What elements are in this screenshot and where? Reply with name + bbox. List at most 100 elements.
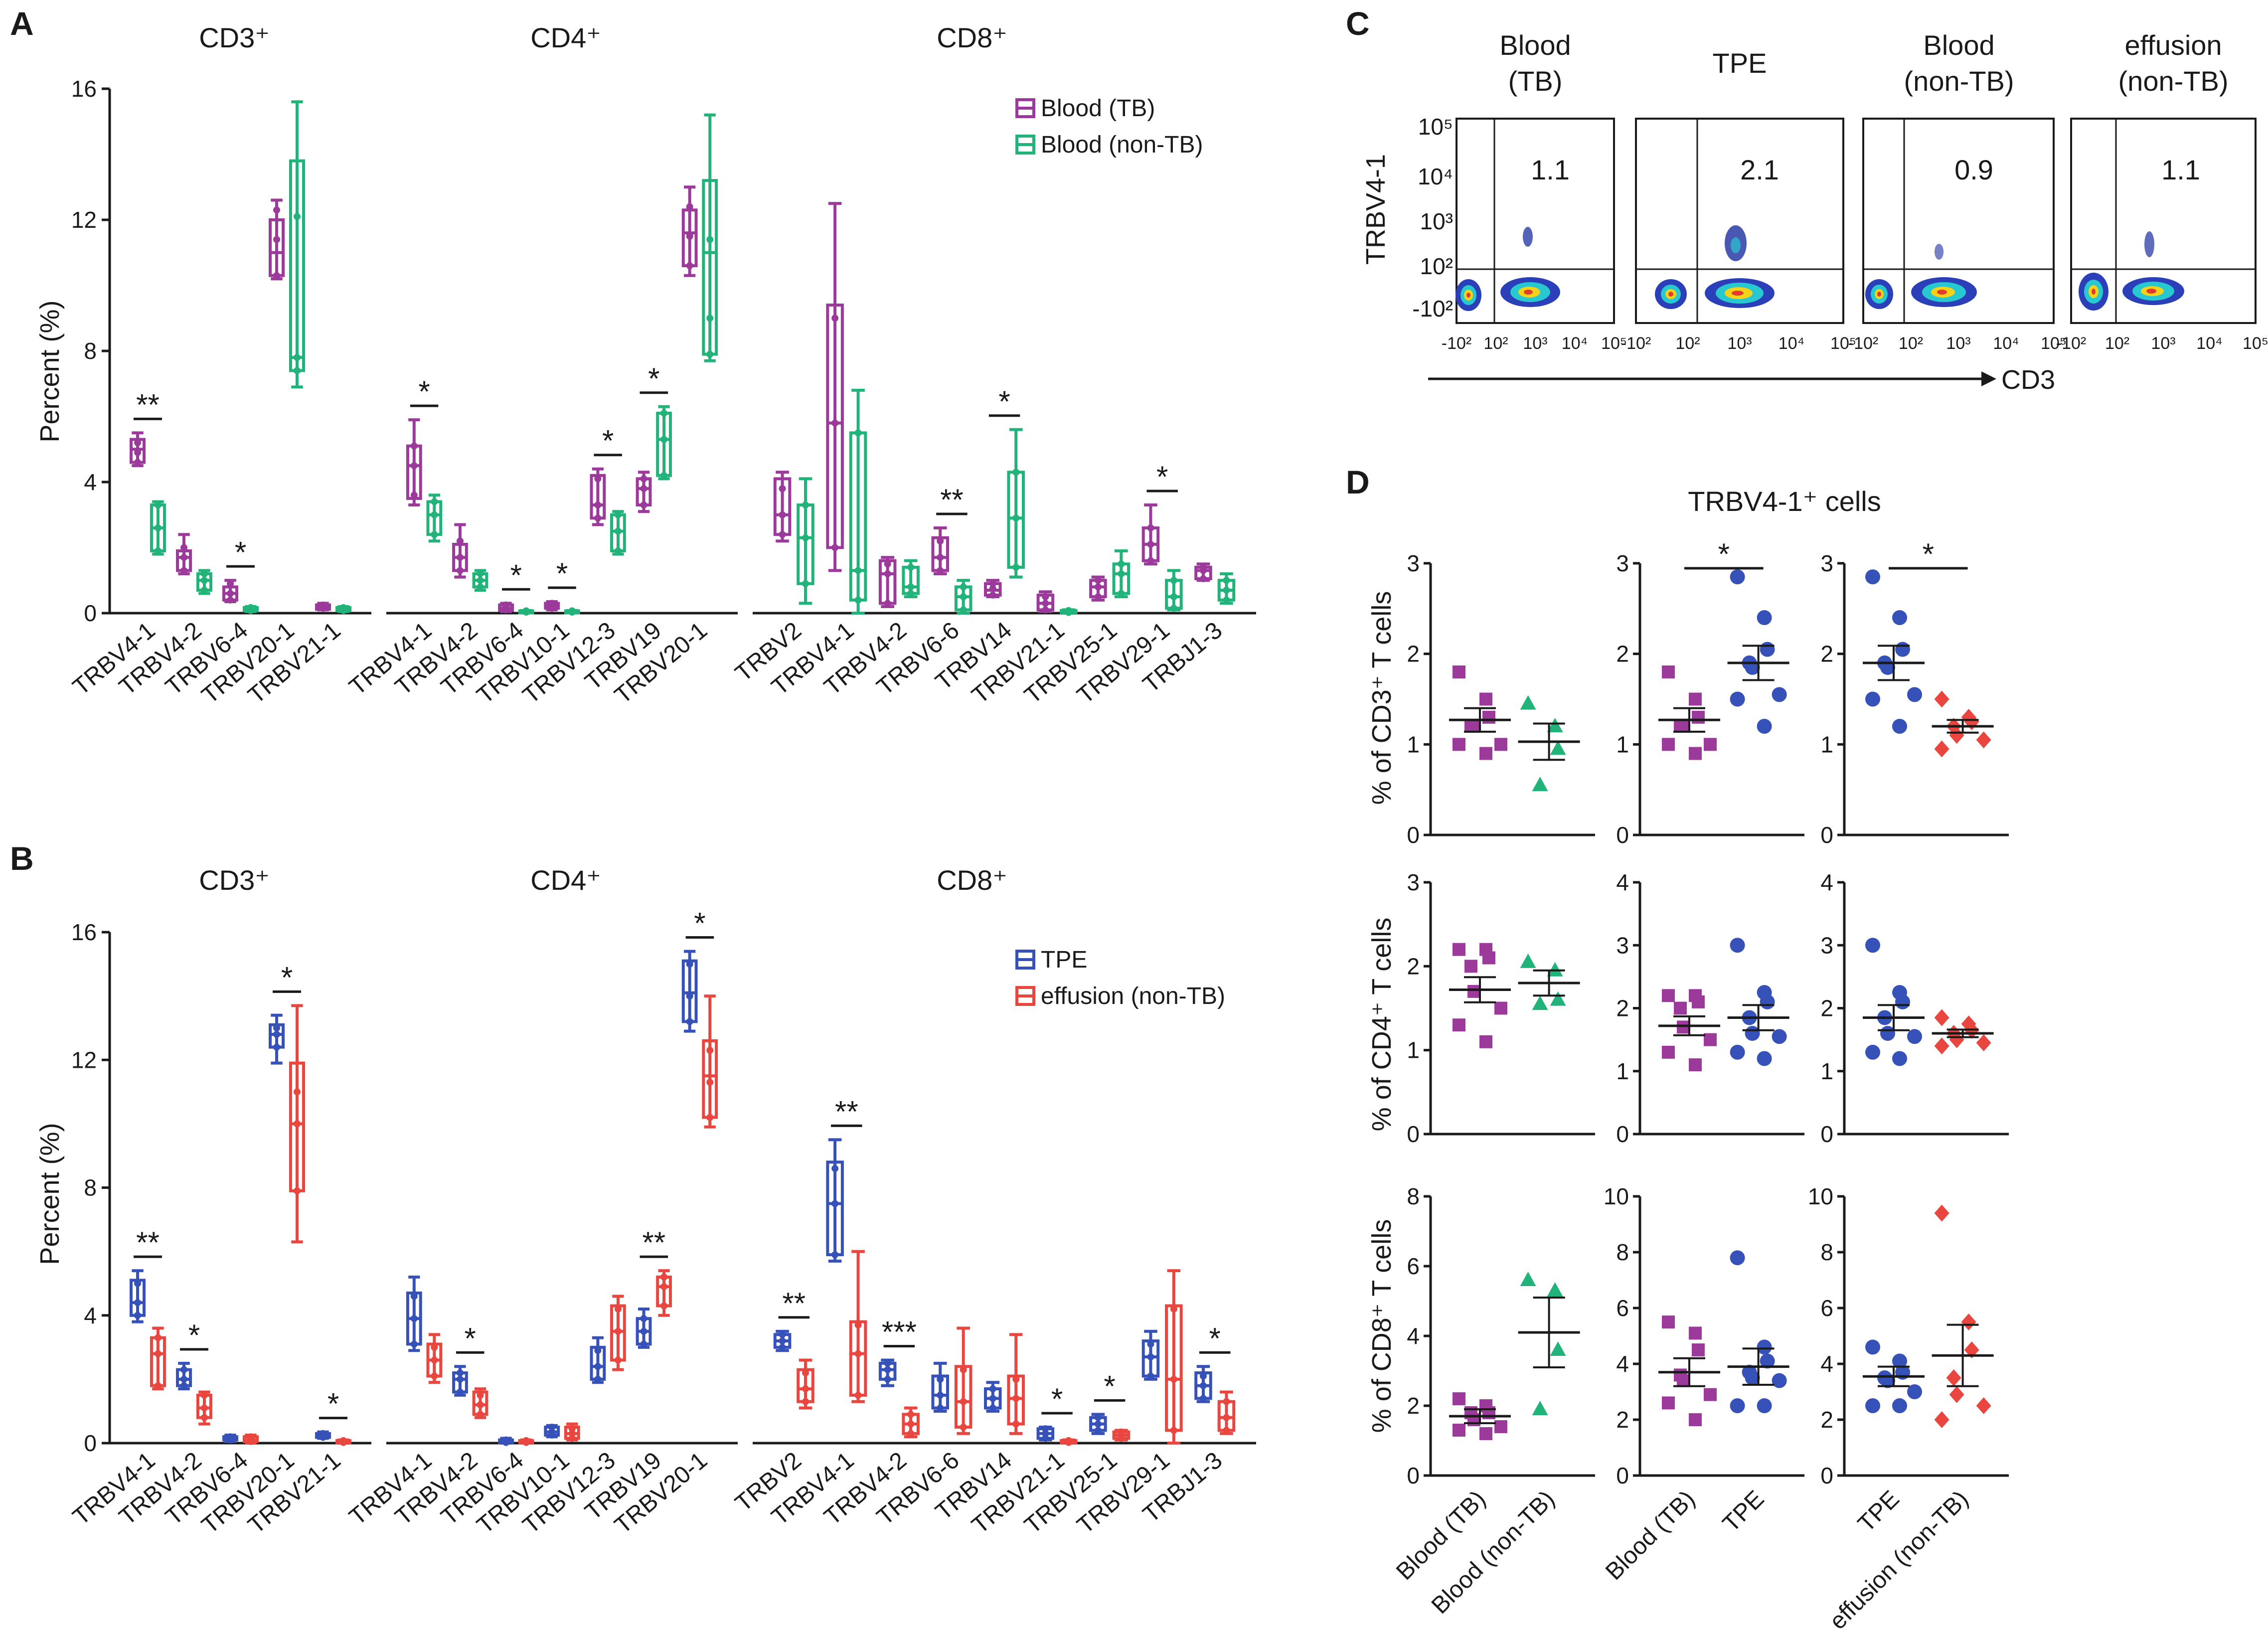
data-point-square xyxy=(1677,720,1690,733)
box-chart-b-3: CD3⁺0481216**TRBV4-1*TRBV4-2TRBV6-4*TRBV… xyxy=(68,864,371,1539)
data-point-diamond xyxy=(1976,731,1991,749)
box-point xyxy=(1223,1414,1230,1421)
y-tick-label: 2 xyxy=(1820,995,1833,1021)
dot-group-effusion-non-tb xyxy=(1932,690,1994,758)
panel-letter-a: A xyxy=(10,5,34,42)
data-point-diamond xyxy=(1964,1341,1979,1358)
box-tpe-trbv21-1 xyxy=(1036,1425,1055,1442)
box-point xyxy=(227,596,234,604)
box-point xyxy=(456,554,464,561)
box-tpe-trbv20-1 xyxy=(681,950,698,1033)
box-blood-non-tb-trbv20-1 xyxy=(702,113,718,362)
data-point-diamond xyxy=(1949,727,1964,744)
box-point xyxy=(1200,1395,1207,1402)
box-point xyxy=(320,1430,327,1437)
flow-x-tick-label: 10² xyxy=(1483,334,1508,353)
box-tpe-trbv6-4 xyxy=(498,1436,514,1446)
data-point-square xyxy=(1689,1058,1702,1072)
box-point xyxy=(1042,1430,1049,1437)
box-point xyxy=(293,1088,301,1096)
box-tpe-trbv4-2 xyxy=(878,1358,897,1387)
data-point-circle xyxy=(1757,719,1772,734)
box-point xyxy=(594,1363,602,1370)
box-point xyxy=(831,1251,839,1259)
box-point xyxy=(1094,577,1102,584)
flow-x-tick-label: 10⁵ xyxy=(1601,334,1627,353)
box-point xyxy=(1170,593,1177,601)
box-point xyxy=(568,1425,576,1433)
box-point xyxy=(273,1024,281,1032)
box-point xyxy=(614,547,622,555)
box-point xyxy=(200,1404,208,1412)
box-point xyxy=(989,1385,996,1393)
box-point xyxy=(1012,1375,1020,1383)
box-point xyxy=(937,1375,944,1383)
data-point-triangle xyxy=(1547,1282,1563,1297)
flow-plot-tpe: TPE 2.1 xyxy=(1635,47,1844,324)
box-blood-tb-trbv20-1 xyxy=(269,198,285,281)
category-label: Blood (TB) xyxy=(1601,1485,1700,1585)
legend-label-blood-nontb: Blood (non-TB) xyxy=(1041,132,1203,158)
box-point xyxy=(854,1321,862,1328)
box-point xyxy=(431,511,438,518)
flow-title-4b: (non-TB) xyxy=(2118,65,2229,97)
significance-marker: ** xyxy=(940,483,964,516)
box-point xyxy=(831,315,839,322)
data-point-circle xyxy=(1757,1339,1772,1355)
dot-group-tpe xyxy=(1863,569,1925,734)
box-blood-non-tb-trbv4-2 xyxy=(196,569,212,595)
flow-x-tick-label: 10⁴ xyxy=(1779,334,1804,353)
box-blood-tb-trbv14 xyxy=(984,579,1002,599)
box-tpe-trbv12-3 xyxy=(590,1336,606,1384)
box-blood-tb-trbv25-1 xyxy=(1089,575,1107,602)
box-blood-tb-trbv21-1 xyxy=(315,601,331,612)
box-point xyxy=(831,419,839,427)
dot-group-effusion-non-tb xyxy=(1932,1009,1994,1055)
box-point xyxy=(594,501,602,509)
y-tick-label: 0 xyxy=(84,600,97,626)
data-point-circle xyxy=(1760,994,1775,1009)
data-point-square xyxy=(1704,1033,1717,1046)
box-point xyxy=(884,1359,891,1367)
dot-plot-cd3-3: 0 1 2 3 * xyxy=(1820,537,2009,848)
data-point-diamond xyxy=(1949,1031,1964,1048)
box-point xyxy=(907,583,915,591)
data-point-square xyxy=(1692,710,1705,724)
box-point xyxy=(410,442,418,450)
box-point xyxy=(884,1366,891,1373)
flow-x-tick-label: -10² xyxy=(1621,334,1651,353)
box-point xyxy=(1147,524,1154,532)
data-point-diamond xyxy=(1946,1369,1961,1386)
y-tick-label: 16 xyxy=(71,76,97,102)
box-point xyxy=(247,604,254,611)
flow-x-tick-label: 10³ xyxy=(1523,334,1547,353)
box-tpe-trbv19 xyxy=(636,1307,652,1349)
box-point xyxy=(706,236,714,243)
y-tick-label: 8 xyxy=(84,338,97,364)
chart-title: CD8⁺ xyxy=(937,864,1007,896)
box-point xyxy=(960,1423,967,1431)
data-point-square xyxy=(1662,1045,1675,1059)
data-point-circle xyxy=(1892,610,1907,625)
box-point xyxy=(802,1398,809,1405)
y-tick-label: 4 xyxy=(1820,1351,1833,1377)
box-point xyxy=(227,590,234,597)
dot-group-blood-non-tb xyxy=(1518,953,1580,1010)
y-tick-label: 0 xyxy=(1820,822,1833,848)
category-label: TPE xyxy=(1853,1485,1904,1537)
y-tick-label: 3 xyxy=(1616,932,1629,958)
box-point xyxy=(937,554,944,561)
box-point xyxy=(686,232,693,240)
box-point xyxy=(273,236,281,243)
y-tick-label: 1 xyxy=(1820,1058,1833,1084)
box-blood-tb-trbj1-3 xyxy=(1194,562,1212,582)
data-point-circle xyxy=(1865,569,1880,585)
y-tick-label: 3 xyxy=(1407,869,1420,895)
flow-x-tick-label: 10² xyxy=(2105,334,2129,353)
flow-positive-events xyxy=(2144,231,2154,257)
box-point xyxy=(686,203,693,210)
data-point-square xyxy=(1704,738,1717,751)
box-point xyxy=(640,1327,648,1335)
box-effusion-non-tb-trbv19 xyxy=(656,1269,672,1317)
